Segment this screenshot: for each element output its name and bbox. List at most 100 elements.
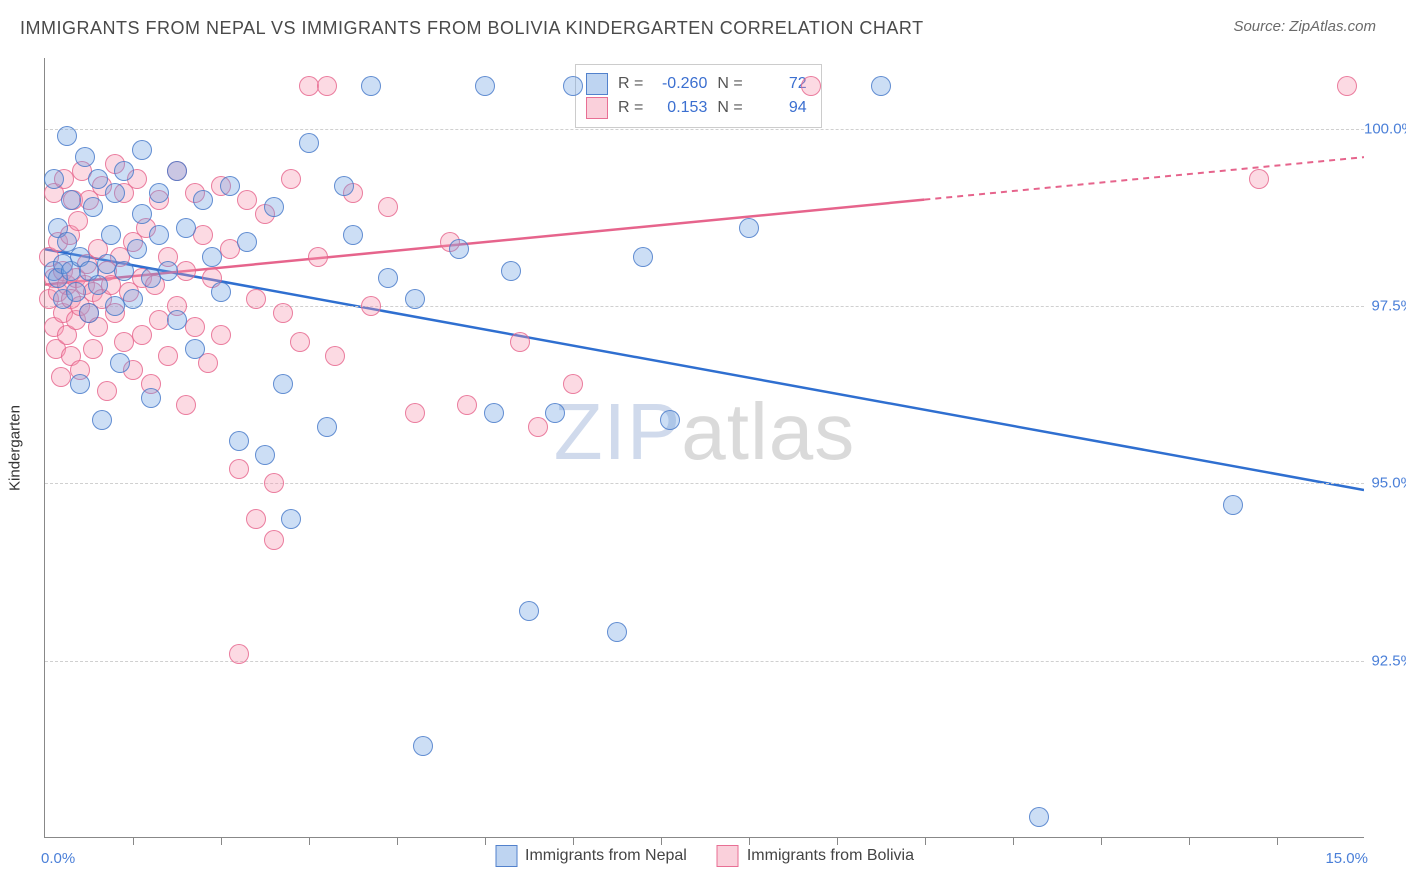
point-bolivia	[290, 332, 310, 352]
legend-stats-row-blue: R = -0.260 N = 72	[586, 73, 807, 95]
plot-area: Kindergarten ZIPatlas R = -0.260 N = 72 …	[44, 58, 1364, 838]
point-bolivia	[325, 346, 345, 366]
point-nepal	[202, 247, 222, 267]
point-bolivia	[229, 459, 249, 479]
point-nepal	[123, 289, 143, 309]
point-nepal	[405, 289, 425, 309]
point-nepal	[229, 431, 249, 451]
point-nepal	[127, 239, 147, 259]
point-nepal	[545, 403, 565, 423]
point-nepal	[519, 601, 539, 621]
legend-series: Immigrants from Nepal Immigrants from Bo…	[495, 845, 914, 867]
point-bolivia	[264, 530, 284, 550]
grid-line	[45, 129, 1364, 130]
point-nepal	[66, 282, 86, 302]
point-nepal	[105, 183, 125, 203]
point-nepal	[237, 232, 257, 252]
point-bolivia	[185, 317, 205, 337]
point-nepal	[149, 225, 169, 245]
point-nepal	[92, 410, 112, 430]
x-tick	[133, 837, 134, 845]
x-tick	[837, 837, 838, 845]
x-axis-min-label: 0.0%	[41, 850, 75, 867]
point-nepal	[1223, 495, 1243, 515]
point-nepal	[739, 218, 759, 238]
point-nepal	[273, 374, 293, 394]
swatch-pink-icon	[586, 97, 608, 119]
r-value-pink: 0.153	[653, 99, 707, 117]
point-nepal	[563, 76, 583, 96]
watermark-suffix: atlas	[681, 387, 855, 476]
point-bolivia	[378, 197, 398, 217]
y-tick-label: 100.0%	[1364, 120, 1406, 137]
n-value-blue: 72	[753, 75, 807, 93]
point-nepal	[871, 76, 891, 96]
legend-item-pink: Immigrants from Bolivia	[717, 845, 914, 867]
point-nepal	[132, 204, 152, 224]
point-nepal	[193, 190, 213, 210]
point-nepal	[83, 197, 103, 217]
point-nepal	[475, 76, 495, 96]
point-bolivia	[246, 509, 266, 529]
y-tick-label: 92.5%	[1364, 652, 1406, 669]
point-nepal	[220, 176, 240, 196]
point-bolivia	[237, 190, 257, 210]
point-bolivia	[1337, 76, 1357, 96]
watermark: ZIPatlas	[554, 386, 855, 478]
point-nepal	[88, 169, 108, 189]
point-bolivia	[317, 76, 337, 96]
point-nepal	[158, 261, 178, 281]
point-nepal	[361, 76, 381, 96]
point-nepal	[88, 275, 108, 295]
point-nepal	[167, 310, 187, 330]
chart-title: IMMIGRANTS FROM NEPAL VS IMMIGRANTS FROM…	[20, 18, 924, 39]
point-nepal	[607, 622, 627, 642]
x-tick	[925, 837, 926, 845]
point-nepal	[75, 147, 95, 167]
x-tick	[485, 837, 486, 845]
point-nepal	[110, 353, 130, 373]
y-tick-label: 97.5%	[1364, 298, 1406, 315]
point-nepal	[255, 445, 275, 465]
x-tick	[661, 837, 662, 845]
point-bolivia	[97, 381, 117, 401]
point-bolivia	[563, 374, 583, 394]
x-tick	[749, 837, 750, 845]
point-nepal	[70, 374, 90, 394]
point-bolivia	[361, 296, 381, 316]
point-bolivia	[132, 325, 152, 345]
point-bolivia	[229, 644, 249, 664]
point-nepal	[167, 161, 187, 181]
point-bolivia	[193, 225, 213, 245]
legend-label-blue: Immigrants from Nepal	[525, 847, 687, 865]
point-nepal	[413, 736, 433, 756]
point-bolivia	[176, 261, 196, 281]
point-nepal	[660, 410, 680, 430]
x-tick	[1277, 837, 1278, 845]
point-bolivia	[158, 346, 178, 366]
point-bolivia	[83, 339, 103, 359]
source-label: Source: ZipAtlas.com	[1233, 18, 1376, 35]
point-bolivia	[264, 473, 284, 493]
point-bolivia	[528, 417, 548, 437]
x-tick	[221, 837, 222, 845]
n-label: N =	[717, 99, 742, 117]
watermark-prefix: ZIP	[554, 387, 681, 476]
x-tick	[1189, 837, 1190, 845]
point-bolivia	[308, 247, 328, 267]
x-tick	[309, 837, 310, 845]
point-nepal	[57, 126, 77, 146]
point-nepal	[132, 140, 152, 160]
point-bolivia	[405, 403, 425, 423]
grid-line	[45, 483, 1364, 484]
point-nepal	[264, 197, 284, 217]
y-tick-label: 95.0%	[1364, 475, 1406, 492]
point-nepal	[633, 247, 653, 267]
point-bolivia	[801, 76, 821, 96]
point-nepal	[378, 268, 398, 288]
point-bolivia	[1249, 169, 1269, 189]
point-nepal	[501, 261, 521, 281]
point-nepal	[1029, 807, 1049, 827]
x-tick	[573, 837, 574, 845]
legend-stats: R = -0.260 N = 72 R = 0.153 N = 94	[575, 64, 822, 128]
